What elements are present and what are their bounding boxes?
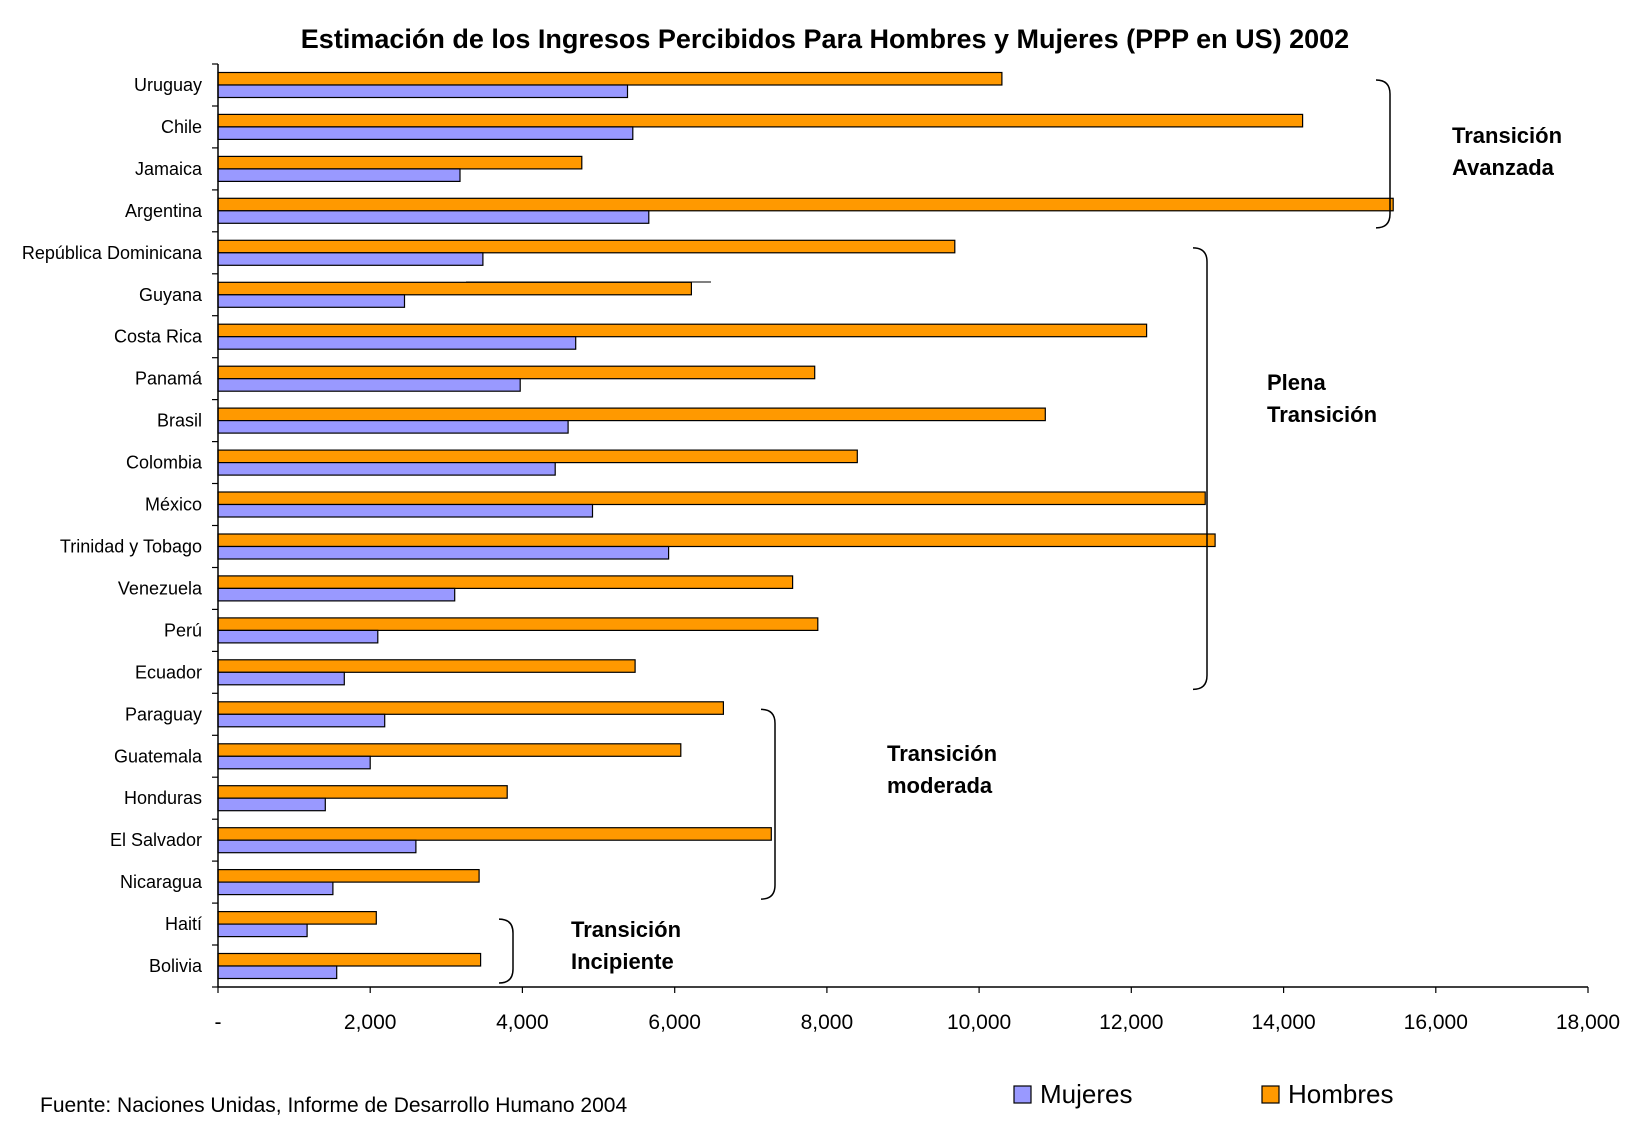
bar-hombres-chile (217, 113, 1304, 128)
category-label-trinidad-y-tobago: Trinidad y Tobago (60, 537, 202, 557)
category-label-uruguay: Uruguay (134, 75, 202, 95)
category-label-guatemala: Guatemala (114, 746, 203, 766)
bar-hombres-bolivia (217, 952, 482, 967)
chart-title: Estimación de los Ingresos Percibidos Pa… (301, 24, 1349, 54)
bar-mujeres-jamaica (217, 168, 461, 182)
bar-mujeres-panama (217, 378, 521, 392)
category-label-costa-rica: Costa Rica (114, 327, 203, 347)
legend-swatch-mujeres (1013, 1085, 1032, 1104)
bar-hombres-republica-dominicana (217, 239, 956, 254)
bar-mujeres-mexico (217, 503, 594, 518)
category-label-haiti: Haití (165, 914, 202, 934)
x-tick-label: 8,000 (801, 1011, 854, 1034)
bar-hombres-ecuador (217, 659, 636, 673)
x-tick-label: 12,000 (1099, 1011, 1163, 1034)
bar-mujeres-guyana (217, 294, 406, 308)
bar-mujeres-venezuela (217, 587, 456, 602)
x-tick-label: 10,000 (947, 1011, 1011, 1034)
bar-mujeres-costa-rica (217, 336, 577, 350)
x-tick-label: - (215, 1011, 222, 1034)
bar-hombres-jamaica (217, 155, 583, 170)
bar-hombres-argentina (217, 197, 1394, 212)
x-tick-label: 4,000 (496, 1011, 549, 1034)
group-bracket-transicion-avanzada (1375, 79, 1391, 229)
x-tick-label: 14,000 (1251, 1011, 1315, 1034)
bar-hombres-mexico (217, 491, 1206, 506)
bar-mujeres-paraguay (217, 713, 386, 728)
source-note: Fuente: Naciones Unidas, Informe de Desa… (40, 1094, 627, 1117)
category-label-venezuela: Venezuela (118, 578, 203, 598)
bar-hombres-colombia (217, 449, 858, 464)
category-label-bolivia: Bolivia (149, 956, 203, 976)
category-label-honduras: Honduras (124, 788, 202, 808)
category-label-republica-dominicana: República Dominicana (22, 243, 203, 263)
bar-mujeres-haiti (217, 923, 308, 938)
category-label-colombia: Colombia (126, 453, 203, 473)
bar-hombres-trinidad-y-tobago (217, 533, 1216, 548)
bar-mujeres-republica-dominicana (217, 252, 484, 266)
group-label-transicion-moderada-line1: Transición (887, 741, 997, 766)
bar-mujeres-peru (217, 629, 379, 644)
group-bracket-transicion-moderada (760, 708, 776, 900)
bar-hombres-peru (217, 617, 819, 632)
bar-hombres-costa-rica (217, 323, 1148, 338)
category-label-mexico: México (145, 495, 202, 515)
group-label-transicion-incipiente-line2: Incipiente (571, 949, 674, 974)
legend-swatch-hombres (1261, 1085, 1280, 1104)
bar-hombres-honduras (217, 785, 508, 799)
group-label-transicion-moderada-line2: moderada (887, 773, 993, 798)
bar-mujeres-chile (217, 126, 634, 141)
bar-mujeres-colombia (217, 462, 556, 476)
bar-hombres-venezuela (217, 575, 794, 590)
category-label-panama: Panamá (135, 369, 203, 389)
bar-mujeres-el-salvador (217, 839, 417, 854)
category-label-jamaica: Jamaica (135, 159, 203, 179)
bar-mujeres-brasil (217, 420, 569, 434)
x-tick-label: 16,000 (1404, 1011, 1468, 1034)
legend-label-hombres: Hombres (1288, 1079, 1393, 1109)
group-label-transicion-avanzada-line2: Avanzada (1452, 155, 1555, 180)
category-label-paraguay: Paraguay (125, 704, 202, 724)
category-label-chile: Chile (161, 117, 202, 137)
legend-label-mujeres: Mujeres (1040, 1079, 1132, 1109)
bar-mujeres-ecuador (217, 671, 345, 686)
bar-hombres-paraguay (217, 701, 724, 715)
category-label-guyana: Guyana (139, 285, 203, 305)
bar-hombres-haiti (217, 910, 377, 925)
legend: Mujeres Hombres (1013, 1079, 1393, 1109)
group-label-transicion-avanzada-line1: Transición (1452, 123, 1562, 148)
bar-hombres-uruguay (217, 71, 1003, 86)
bar-mujeres-nicaragua (217, 881, 334, 896)
category-label-argentina: Argentina (125, 201, 203, 221)
bar-hombres-el-salvador (217, 827, 772, 841)
bar-hombres-brasil (217, 407, 1046, 422)
bar-hombres-nicaragua (217, 868, 480, 883)
bar-mujeres-bolivia (217, 965, 338, 980)
bar-hombres-guatemala (217, 743, 682, 757)
category-label-nicaragua: Nicaragua (120, 872, 203, 892)
bar-hombres-guyana (217, 281, 692, 296)
group-bracket-plena-transicion (1192, 247, 1208, 691)
x-tick-label: 6,000 (648, 1011, 701, 1034)
bar-mujeres-argentina (217, 210, 650, 224)
bar-mujeres-guatemala (217, 755, 371, 770)
x-tick-label: 2,000 (344, 1011, 397, 1034)
category-label-el-salvador: El Salvador (110, 830, 202, 850)
x-tick-label: 18,000 (1556, 1011, 1620, 1034)
group-label-transicion-incipiente-line1: Transición (571, 917, 681, 942)
category-label-peru: Perú (164, 620, 202, 640)
bar-mujeres-honduras (217, 797, 326, 812)
bar-mujeres-uruguay (217, 84, 629, 99)
group-label-plena-transicion-line1: Plena (1267, 370, 1326, 395)
group-bracket-transicion-incipiente (498, 918, 514, 984)
group-label-plena-transicion-line2: Transición (1267, 402, 1377, 427)
category-label-ecuador: Ecuador (135, 662, 202, 682)
category-label-brasil: Brasil (157, 411, 202, 431)
bar-hombres-panama (217, 365, 816, 380)
bar-mujeres-trinidad-y-tobago (217, 545, 670, 560)
